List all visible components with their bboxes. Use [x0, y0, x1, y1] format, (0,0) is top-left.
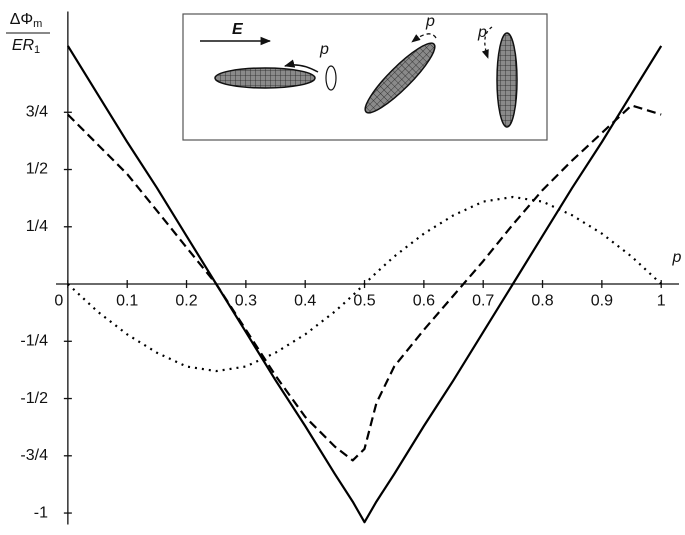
- page: ΔΦm ER1 p E p p p 0 0.1 0.2 0.3 0.4 0.5 0.6 0.7…: [0, 0, 685, 535]
- x-tick-label: 0.2: [175, 292, 197, 309]
- chart: ΔΦm ER1 p E p p p 0 0.1 0.2 0.3 0.4 0.5 0.6 0.7…: [0, 0, 685, 535]
- x-tick-label: 0: [54, 292, 63, 309]
- y-tick-label: -3/4: [20, 447, 48, 464]
- x-tick-label: 0.4: [294, 292, 316, 309]
- field-label: E: [232, 21, 244, 38]
- x-tick-label: 0.5: [353, 292, 375, 309]
- y-label-denominator: ER1: [12, 37, 40, 56]
- x-tick-label: 0.6: [413, 292, 435, 309]
- x-tick-label: 0.1: [116, 292, 138, 309]
- x-tick-label: 0.9: [591, 292, 613, 309]
- x-tick-label: 0.3: [235, 292, 257, 309]
- y-tick-label: 1/4: [26, 218, 48, 235]
- y-label-numerator: ΔΦm: [10, 11, 43, 30]
- y-tick-label: -1: [34, 504, 48, 521]
- annotation: p: [477, 24, 487, 41]
- y-tick-label: 1/2: [26, 161, 48, 178]
- y-tick-label: 3/4: [26, 103, 48, 120]
- y-tick-label: -1/4: [20, 333, 48, 350]
- x-tick-label: 0.7: [472, 292, 494, 309]
- x-tick-label: 1: [657, 292, 666, 309]
- y-tick-label: -1/2: [20, 390, 48, 407]
- annotation: p: [425, 13, 435, 30]
- annotation: p: [319, 41, 329, 58]
- x-label: p: [672, 249, 682, 266]
- x-tick-label: 0.8: [531, 292, 553, 309]
- inset: E p p p: [183, 13, 547, 140]
